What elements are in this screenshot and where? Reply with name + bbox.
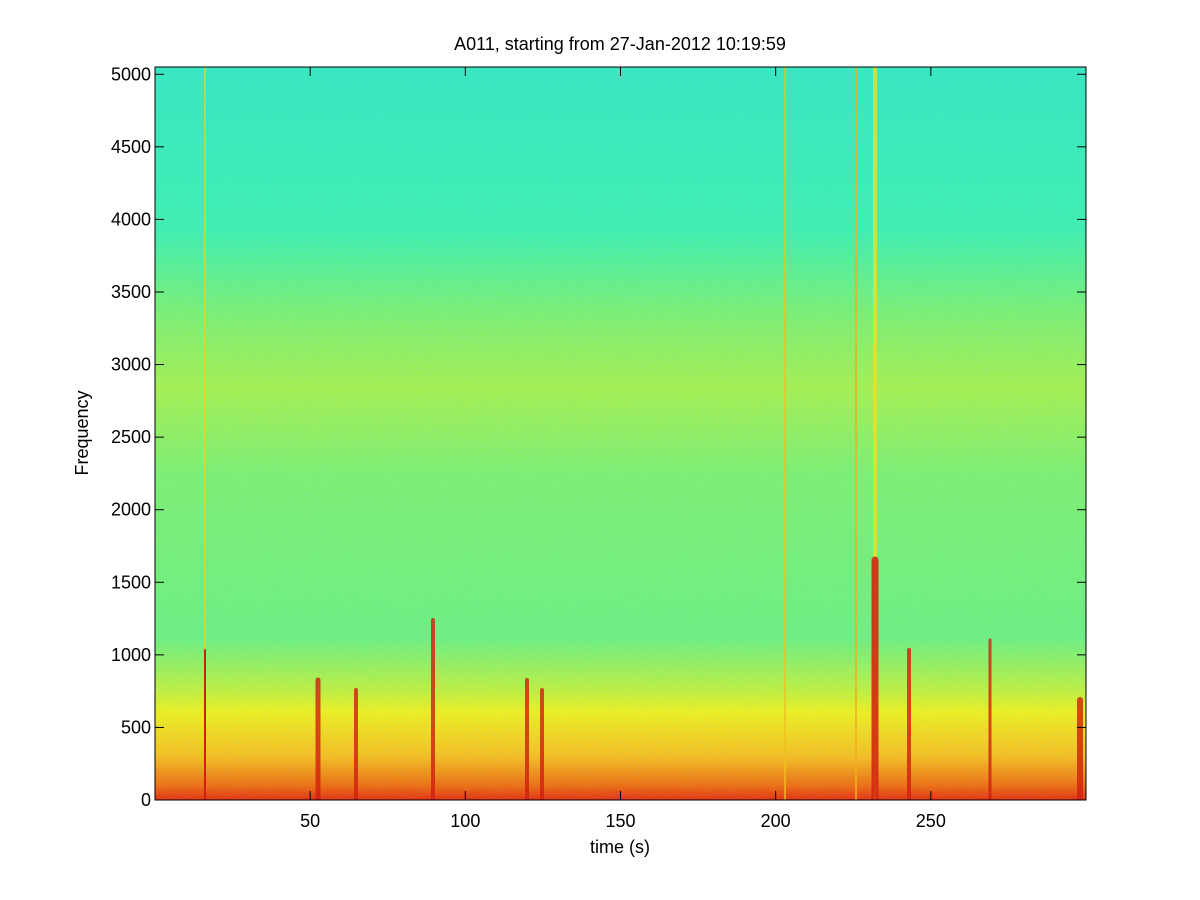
y-tick-label: 2500: [111, 427, 151, 447]
x-axis-label: time (s): [590, 837, 650, 857]
y-tick-label: 1500: [111, 572, 151, 592]
spectrogram-noise: [155, 67, 1086, 800]
x-tick-label: 100: [450, 811, 480, 831]
y-tick-label: 5000: [111, 64, 151, 84]
y-tick-label: 1000: [111, 645, 151, 665]
y-axis-label: Frequency: [72, 390, 92, 475]
y-tick-label: 500: [121, 717, 151, 737]
y-tick-label: 4000: [111, 209, 151, 229]
spectrogram-image: [155, 67, 1086, 800]
y-tick-label: 4500: [111, 137, 151, 157]
chart-title: A011, starting from 27-Jan-2012 10:19:59: [454, 34, 786, 54]
y-tick-label: 0: [141, 790, 151, 810]
y-tick-label: 2000: [111, 500, 151, 520]
y-tick-label: 3500: [111, 282, 151, 302]
x-tick-label: 150: [605, 811, 635, 831]
x-tick-label: 200: [761, 811, 791, 831]
x-tick-label: 250: [916, 811, 946, 831]
spikes: [204, 67, 1083, 800]
x-tick-label: 50: [300, 811, 320, 831]
y-tick-label: 3000: [111, 355, 151, 375]
